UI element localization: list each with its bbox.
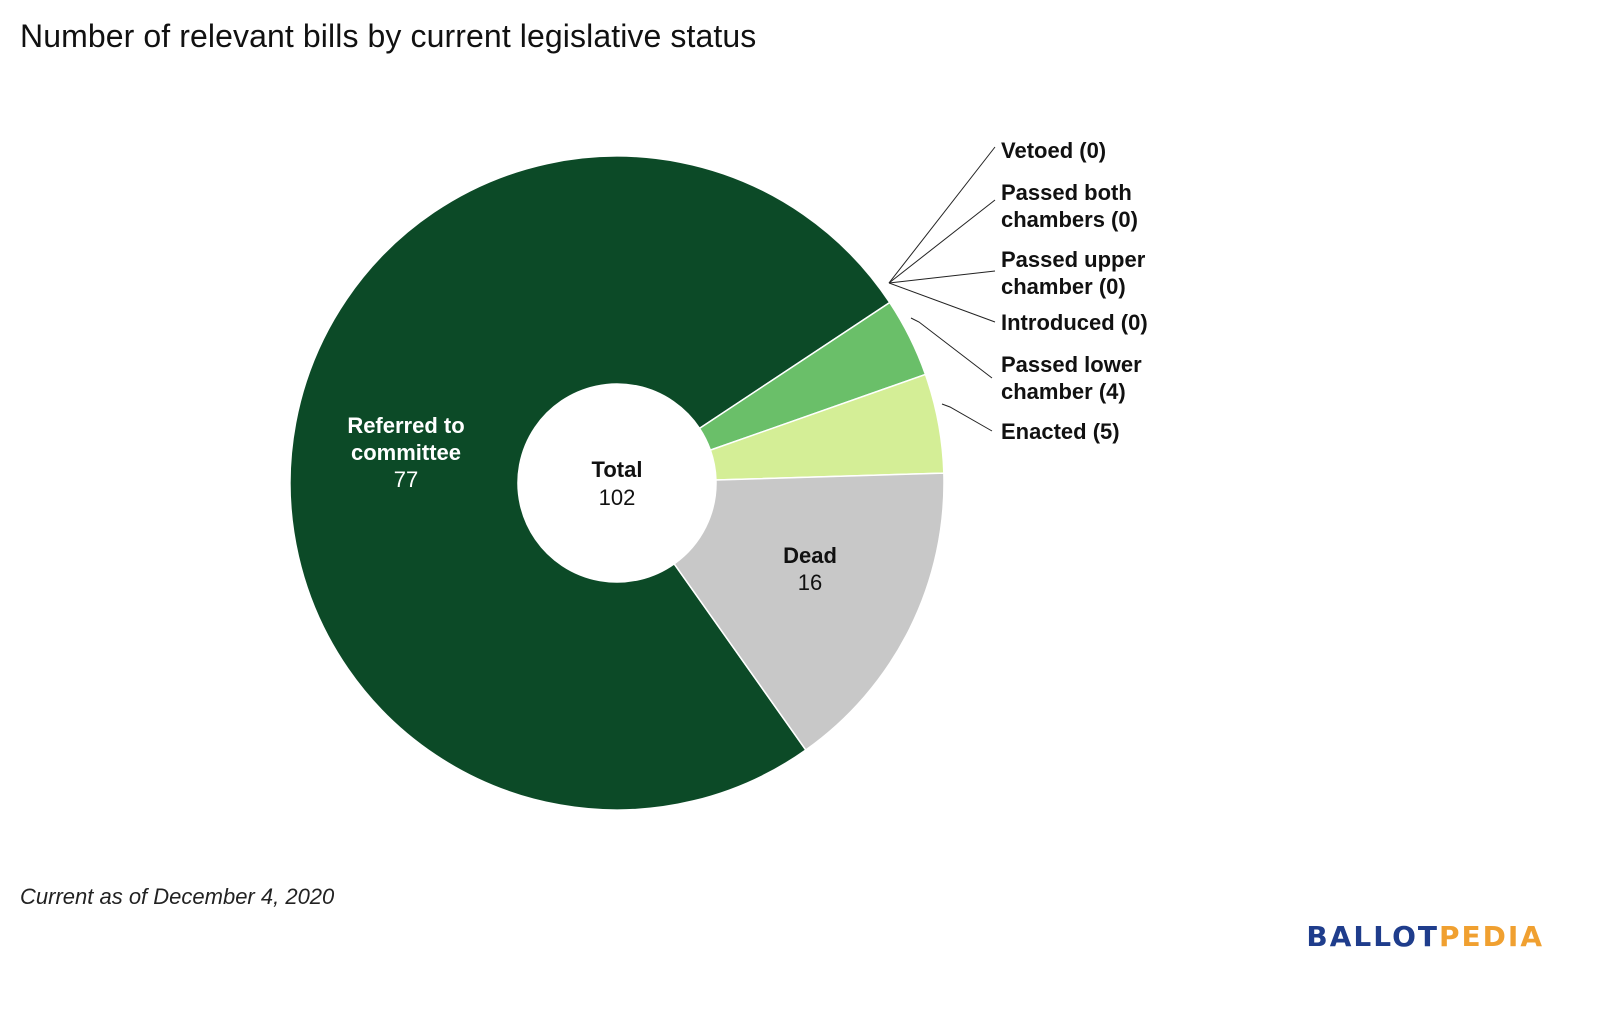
label-passed-lower-chamber-line-1: chamber (4) [1001, 379, 1126, 404]
ballotpedia-logo: BALLOTPEDIA [1306, 920, 1544, 953]
logo-part-ballot: BALLOT [1306, 920, 1440, 953]
label-enacted-line-0: Enacted (5) [1001, 419, 1120, 444]
center-value: 102 [599, 485, 636, 510]
center-total: Total 102 [592, 457, 643, 510]
label-passed-both-chambers-line-1: chambers (0) [1001, 207, 1138, 232]
label-dead-value: 16 [798, 570, 822, 595]
slices [289, 155, 945, 811]
label-referred-to-committee-line-0: Referred to [347, 413, 464, 438]
leader-line-passed-both-chambers [888, 199, 996, 284]
label-passed-lower-chamber-line-0: Passed lower [1001, 352, 1142, 377]
label-passed-both-chambers-line-0: Passed both [1001, 180, 1132, 205]
leader-line-enacted [941, 403, 993, 432]
leader-line-vetoed [888, 146, 996, 284]
leader-line-introduced [888, 282, 996, 323]
slice-referred-to-committee[interactable] [289, 155, 891, 811]
label-passed-upper-chamber-line-0: Passed upper [1001, 247, 1146, 272]
label-passed-upper-chamber-line-1: chamber (0) [1001, 274, 1126, 299]
chart-title: Number of relevant bills by current legi… [20, 18, 757, 54]
label-vetoed-line-0: Vetoed (0) [1001, 138, 1106, 163]
label-referred-to-committee-line-1: committee [351, 440, 461, 465]
label-referred-to-committee-value: 77 [394, 467, 418, 492]
leader-line-passed-lower-chamber [910, 317, 993, 379]
center-title: Total [592, 457, 643, 482]
slice-dead[interactable] [673, 472, 945, 752]
logo-part-pedia: PEDIA [1439, 920, 1544, 953]
footnote: Current as of December 4, 2020 [20, 884, 335, 909]
leader-line-passed-upper-chamber [888, 270, 996, 284]
label-introduced-line-0: Introduced (0) [1001, 310, 1148, 335]
label-dead-line-0: Dead [783, 543, 837, 568]
